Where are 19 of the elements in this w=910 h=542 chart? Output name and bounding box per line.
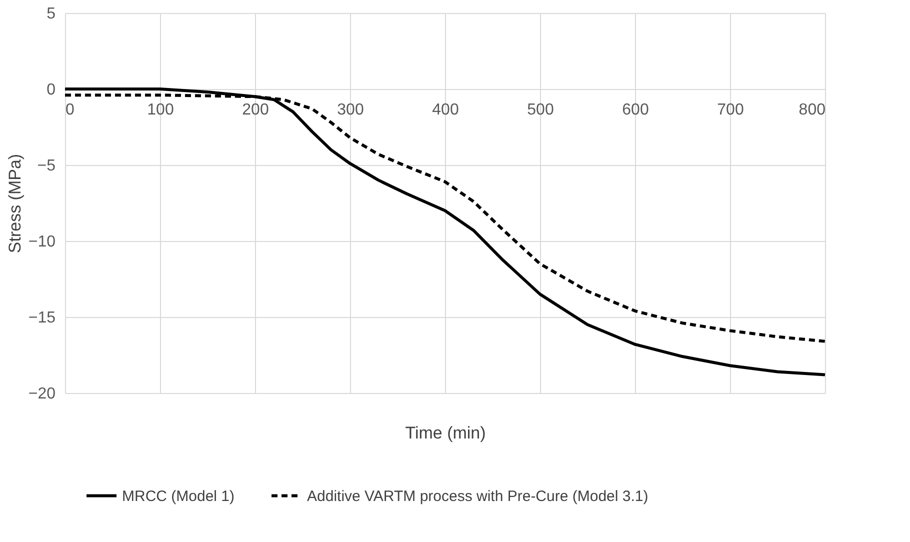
x-tick-label: 400 (432, 102, 459, 118)
x-tick-label: 800 (798, 102, 826, 118)
y-tick-label: −15 (28, 310, 56, 326)
y-tick-label: −5 (37, 158, 56, 174)
x-tick-label: 500 (527, 102, 554, 118)
legend-label: MRCC (Model 1) (122, 488, 235, 505)
x-tick-label: 0 (66, 102, 74, 118)
x-tick-label: 100 (147, 102, 174, 118)
x-tick-label: 300 (337, 102, 364, 118)
y-tick-label: −20 (28, 386, 56, 402)
y-tick-label: −10 (28, 234, 56, 250)
x-tick-label: 600 (622, 102, 649, 118)
x-tick-label: 200 (242, 102, 269, 118)
y-tick-label: 0 (46, 82, 56, 98)
x-tick-label: 700 (717, 102, 744, 118)
y-axis-title: Stress (MPa) (5, 154, 24, 254)
legend-label: Additive VARTM process with Pre-Cure (Model 3.1) (307, 488, 648, 505)
y-tick-label: 5 (46, 6, 56, 22)
x-axis-title: Time (min) (405, 424, 486, 442)
